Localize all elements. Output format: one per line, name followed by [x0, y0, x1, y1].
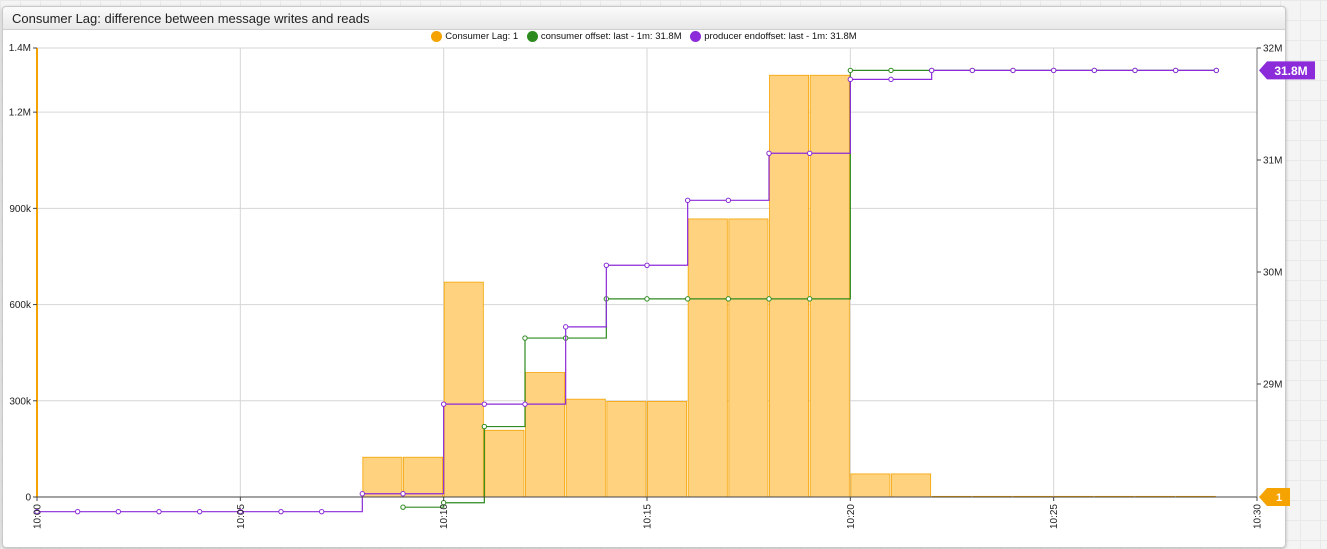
left-tick-label: 0	[25, 493, 31, 504]
legend-item-consumer-lag[interactable]: Consumer Lag: 1	[431, 31, 518, 42]
consumer-offset-point	[644, 296, 650, 302]
x-tick-label: 10:30	[1253, 504, 1264, 529]
producer-endoffset-point	[156, 508, 162, 515]
right-tick-label: 32M	[1263, 44, 1282, 55]
x-tick-label: 10:00	[33, 504, 44, 529]
producer-endoffset-point	[522, 401, 528, 407]
lag-bar	[647, 401, 688, 498]
right-tick-label: 31M	[1263, 156, 1282, 167]
producer-endoffset-point	[766, 150, 772, 156]
producer-endoffset-point	[115, 508, 122, 515]
x-axis-ticks: 10:00 10:05 10:10 10:15 10:20 10:25 10:30	[33, 497, 1264, 529]
producer-endoffset-point	[400, 491, 406, 497]
consumer-offset-line	[403, 69, 1217, 508]
legend-item-consumer-offset[interactable]: consumer offset: last - 1m: 31.8M	[526, 31, 682, 43]
producer-endoffset-point	[684, 197, 691, 204]
x-tick-label: 10:15	[643, 504, 654, 529]
lag-bar	[525, 372, 566, 498]
lag-bar	[403, 456, 444, 498]
chart-legend: Consumer Lag: 1 consumer offset: last - …	[3, 31, 1285, 47]
lag-bar	[443, 281, 484, 498]
x-tick-label: 10:10	[439, 504, 450, 529]
left-tick-label: 300k	[9, 396, 32, 407]
lag-bar	[362, 456, 403, 498]
consumer-offset-point	[888, 67, 894, 74]
lag-bar	[728, 218, 769, 498]
producer-endoffset-point	[74, 508, 81, 515]
producer-endoffset-point	[1213, 67, 1220, 74]
consumer-offset-point	[806, 296, 813, 302]
x-tick-label: 10:25	[1049, 504, 1060, 529]
lag-value-badge: 1	[1259, 488, 1290, 506]
producer-endoffset-point	[603, 262, 610, 268]
producer-endoffset-point	[1010, 67, 1016, 74]
left-tick-label: 1.2M	[9, 108, 31, 119]
producer-endoffset-point	[1172, 67, 1179, 74]
left-tick-label: 900k	[9, 204, 32, 215]
legend-label: consumer offset: last - 1m: 31.8M	[540, 31, 682, 43]
producer-endoffset-line	[37, 69, 1217, 513]
consumer-offset-point	[684, 296, 691, 302]
widget-title: Consumer Lag: difference between message…	[12, 11, 370, 26]
badge-shape	[1259, 488, 1290, 506]
left-tick-label: 1.4M	[9, 43, 31, 54]
producer-endoffset-point	[34, 508, 40, 515]
legend-dot-icon	[431, 31, 443, 42]
left-tick-label: 600k	[9, 300, 32, 311]
lag-bar	[687, 218, 728, 498]
lag-bar	[565, 398, 606, 498]
left-axis-ticks: 0 300k 600k 900k 1.2M 1.4M	[9, 43, 37, 504]
producer-endoffset-point	[969, 67, 976, 74]
lag-bar	[809, 74, 850, 498]
badge-label: 1	[1276, 492, 1282, 504]
right-tick-label: 29M	[1263, 380, 1282, 391]
producer-endoffset-point	[562, 324, 569, 330]
consumer-offset-point	[725, 296, 732, 302]
producer-endoffset-point	[440, 401, 447, 407]
producer-endoffset-point	[196, 508, 203, 515]
chart-widget: Consumer Lag: difference between message…	[2, 6, 1315, 548]
producer-endoffset-point	[1050, 67, 1057, 74]
lag-bar	[850, 473, 891, 498]
grid-lines	[36, 47, 1258, 498]
lag-bar	[606, 401, 647, 498]
producer-endoffset-point	[644, 262, 650, 268]
producer-endoffset-point	[1091, 67, 1098, 74]
producer-endoffset-point	[847, 76, 854, 83]
producer-endoffset-point	[928, 67, 935, 74]
right-axis-ticks: 29M 30M 31M 32M	[1257, 44, 1282, 391]
consumer-offset-point	[522, 335, 528, 341]
producer-endoffset-point	[359, 491, 366, 497]
x-tick-label: 10:05	[236, 504, 247, 529]
legend-label: Consumer Lag: 1	[445, 31, 519, 43]
lag-bar	[891, 473, 932, 498]
badge-shape	[1259, 61, 1315, 80]
lag-bar	[769, 74, 810, 498]
widget-header: Consumer Lag: difference between message…	[3, 7, 1285, 30]
lag-bar	[484, 429, 525, 498]
producer-endoffset-point	[806, 150, 813, 156]
producer-endoffset-series	[34, 67, 1220, 515]
producer-endoffset-point	[481, 401, 488, 407]
producer-endoffset-point	[725, 197, 732, 204]
producer-endoffset-point	[278, 508, 284, 515]
producer-endoffset-point	[237, 508, 244, 515]
legend-dot-icon	[526, 31, 538, 42]
producer-endoffset-point	[318, 508, 325, 515]
right-value-badge: 31.8M	[1259, 61, 1315, 80]
producer-endoffset-point	[888, 76, 894, 83]
legend-item-producer-endoffset[interactable]: producer endoffset: last - 1m: 31.8M	[690, 31, 857, 43]
badge-label: 31.8M	[1274, 64, 1307, 78]
producer-endoffset-point	[1132, 67, 1138, 74]
consumer-offset-point	[400, 504, 406, 510]
legend-dot-icon	[690, 31, 702, 42]
consumer-offset-point	[481, 423, 488, 430]
x-tick-label: 10:20	[846, 504, 857, 529]
legend-label: producer endoffset: last - 1m: 31.8M	[704, 31, 857, 43]
consumer-offset-point	[766, 296, 772, 302]
consumer-offset-point	[847, 67, 854, 74]
lag-bars	[362, 74, 1216, 498]
right-tick-label: 30M	[1263, 268, 1282, 279]
